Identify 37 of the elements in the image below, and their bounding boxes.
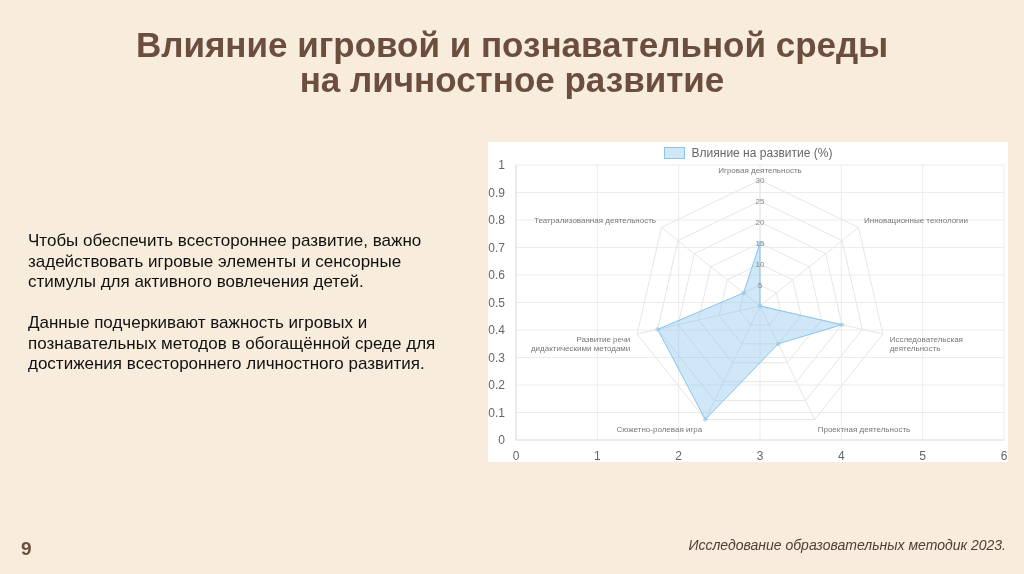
y-tick-label: 5: [757, 280, 763, 290]
y-tick-label: 0: [498, 433, 506, 448]
chart-title: Влияние игровой и познавательной среды на личностное развитие: [134, 25, 890, 99]
y-tick-label: 0.5: [488, 295, 506, 310]
y-tick-label: 20: [755, 217, 765, 227]
spoke-label: Инновационные технологии: [863, 216, 968, 226]
y-tick-label: 0.7: [488, 240, 506, 255]
x-tick-label: 5: [919, 448, 927, 463]
spoke-label: Развитие речи дидактическими методами: [530, 334, 631, 353]
y-tick-label: 15: [755, 238, 765, 248]
spoke-label: Проектная деятельность: [817, 424, 911, 434]
x-tick-label: 2: [675, 448, 683, 463]
y-tick-label: 0.4: [488, 323, 506, 338]
y-tick-label: 10: [755, 259, 765, 269]
y-tick-label: 0.8: [488, 213, 506, 228]
legend-label: Влияние на развитие (%): [691, 146, 833, 160]
spoke-label: Театрализованная деятельность: [533, 216, 657, 226]
y-tick-label: 30: [755, 175, 765, 185]
spoke-label: Игровая деятельность: [718, 166, 802, 175]
text: Исследование образовательных методик 2023.: [688, 537, 1006, 553]
y-tick-label: 0.2: [488, 378, 506, 393]
x-tick-label: 3: [756, 448, 764, 463]
spoke-label: Исследовательская деятельность: [889, 334, 963, 353]
text: 9: [21, 538, 32, 560]
y-tick-label: 0.9: [488, 185, 506, 200]
x-tick-label: 0: [512, 448, 520, 463]
y-tick-label: 0.3: [488, 350, 506, 365]
text: Чтобы обеспечить всестороннее развитие, важно задействовать игровые элементы и сенсорные стимулы для активного вовлечения детей.: [28, 231, 423, 293]
text: Данные подчеркивают важность игровых и познавательных методов в обогащённой среде для достижения всестороннего личностного развития.: [28, 313, 437, 375]
y-tick-label: 1: [498, 158, 506, 173]
x-tick-label: 4: [837, 448, 845, 463]
x-tick-label: 6: [1000, 448, 1008, 463]
y-tick-label: 25: [755, 196, 765, 206]
y-tick-label: 0.1: [488, 405, 506, 420]
y-tick-label: 0.6: [488, 268, 506, 283]
x-tick-label: 1: [593, 448, 601, 463]
spoke-label: Сюжетно-ролевая игра: [616, 424, 703, 434]
